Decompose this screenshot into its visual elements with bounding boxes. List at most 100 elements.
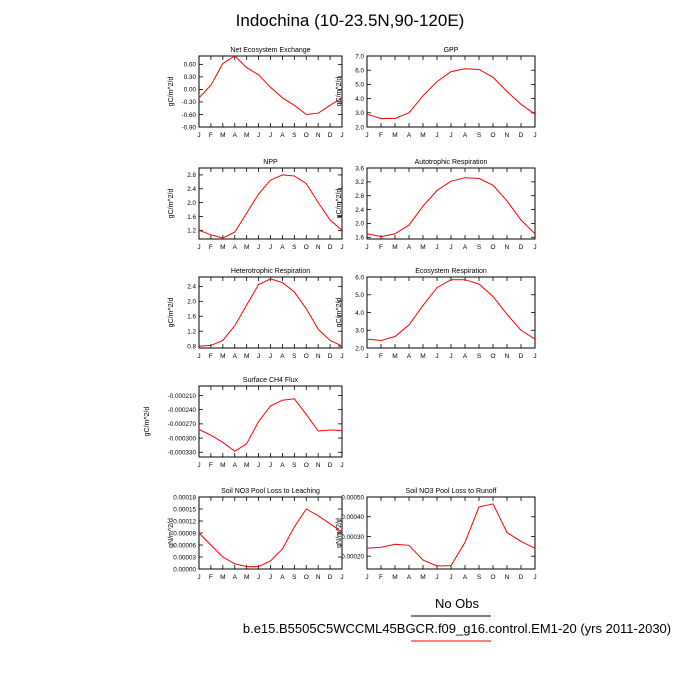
series-line [198, 55, 343, 116]
series-line [366, 279, 536, 342]
x-tick-label: F [209, 353, 213, 360]
plot-frame [198, 55, 343, 128]
x-tick-label: J [435, 132, 438, 139]
y-tick-label: 0.00040 [341, 514, 364, 521]
y-tick-label: 0.00 [184, 87, 197, 94]
y-tick-label: 0.00020 [341, 553, 364, 560]
x-tick-label: D [519, 244, 524, 251]
x-tick-label: D [328, 574, 333, 581]
x-tick-label: J [449, 244, 452, 251]
x-tick-label: O [490, 353, 495, 360]
chart-panel-5: Heterotrophic Respiration gC/m^2/d 0.8 1.2 1… [168, 268, 344, 360]
x-tick-label: N [316, 353, 321, 360]
x-tick-label: M [244, 574, 249, 581]
x-tick-label: J [533, 574, 536, 581]
chart-panel-8: Soil NO3 Pool Loss to LeachinggN/m^2/d0.… [168, 488, 344, 581]
y-tick-label: 2.4 [187, 186, 196, 193]
x-tick-label: J [257, 353, 260, 360]
x-tick-label: N [505, 353, 510, 360]
x-tick-label: M [220, 353, 225, 360]
x-tick-label: J [449, 574, 452, 581]
y-tick-label: 0.30 [184, 74, 197, 81]
x-tick-label: A [463, 132, 468, 139]
series-line [366, 177, 536, 238]
y-tick-label: -0.000300 [168, 435, 197, 442]
x-tick-label: J [257, 132, 260, 139]
x-tick-label: A [233, 353, 238, 360]
x-tick-label: J [449, 132, 452, 139]
y-tick-label: 4.0 [355, 310, 364, 317]
x-tick-label: J [435, 353, 438, 360]
x-tick-label: D [328, 462, 333, 469]
x-tick-label: A [280, 574, 285, 581]
x-tick-label: M [244, 244, 249, 251]
x-tick-label: N [505, 574, 510, 581]
y-tick-label: 7.0 [355, 53, 364, 60]
x-tick-label: J [257, 462, 260, 469]
y-axis-label: gC/m^2/d [336, 189, 343, 219]
x-tick-label: A [233, 244, 238, 251]
x-tick-label: A [407, 244, 412, 251]
x-tick-label: N [316, 132, 321, 139]
y-tick-label: 1.2 [187, 328, 196, 335]
x-tick-label: D [328, 132, 333, 139]
series-line [198, 278, 343, 347]
x-tick-label: J [340, 244, 343, 251]
y-axis-label: gC/m^2/d [336, 298, 343, 328]
x-tick-label: J [257, 244, 260, 251]
y-tick-label: 1.6 [187, 314, 196, 321]
y-tick-label: 0.00015 [173, 506, 196, 513]
x-tick-label: J [269, 132, 272, 139]
chart-panel-2: GPP gC/m^2/d 2.0 3.0 4.0 5.0 6.0 7.0 J F M A M J J A S O N… [336, 47, 537, 139]
panel-title: Soil NO3 Pool Loss to Runoff [406, 488, 497, 495]
x-tick-label: O [490, 132, 495, 139]
x-tick-label: J [340, 132, 343, 139]
series-line [366, 68, 536, 119]
y-tick-label: 2.4 [355, 207, 364, 214]
y-tick-label: 3.2 [355, 179, 364, 186]
y-tick-label: 5.0 [355, 292, 364, 299]
x-tick-label: D [328, 244, 333, 251]
x-tick-label: J [533, 132, 536, 139]
plot-frame [198, 385, 343, 458]
x-tick-label: S [292, 353, 297, 360]
x-tick-label: J [269, 462, 272, 469]
x-tick-label: J [197, 462, 200, 469]
x-tick-label: J [340, 462, 343, 469]
y-tick-label: 3.0 [355, 110, 364, 117]
x-tick-label: D [519, 132, 524, 139]
plot-frame [366, 55, 536, 128]
y-tick-label: -0.60 [182, 112, 197, 119]
x-tick-label: J [365, 353, 368, 360]
x-tick-label: A [280, 353, 285, 360]
x-tick-label: O [304, 353, 309, 360]
x-tick-label: F [379, 574, 383, 581]
y-tick-label: -0.000240 [168, 407, 197, 414]
y-tick-label: -0.000210 [168, 393, 197, 400]
y-axis-label: gN/m^2/d [168, 518, 175, 548]
y-tick-label: 0.00003 [173, 554, 196, 561]
x-tick-label: A [233, 574, 238, 581]
x-tick-label: S [292, 244, 297, 251]
x-tick-label: M [244, 353, 249, 360]
x-tick-label: F [209, 132, 213, 139]
y-tick-label: 0.00000 [173, 566, 196, 573]
x-tick-label: O [490, 244, 495, 251]
x-tick-label: N [505, 132, 510, 139]
legend-model-label: b.e15.B5505C5WCCML45BGCR.f09_g16.control… [242, 621, 672, 636]
y-tick-label: 4.0 [355, 96, 364, 103]
y-tick-label: 0.00050 [341, 494, 364, 501]
panel-title: Heterotrophic Respiration [231, 268, 310, 275]
y-axis-label: gC/m^2/d [168, 189, 175, 219]
y-tick-label: 0.00030 [341, 534, 364, 541]
x-tick-label: F [379, 132, 383, 139]
x-tick-label: A [280, 244, 285, 251]
y-axis-label: gC/m^2/d [336, 77, 343, 107]
y-tick-label: 3.6 [355, 165, 364, 172]
y-tick-label: 0.00012 [173, 518, 196, 525]
x-tick-label: J [197, 244, 200, 251]
x-tick-label: M [392, 574, 397, 581]
x-tick-label: S [292, 132, 297, 139]
legend-obs-label: No Obs [434, 596, 480, 611]
